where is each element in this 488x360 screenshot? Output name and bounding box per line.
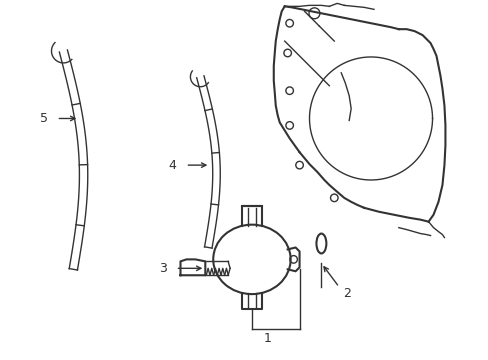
- Text: 4: 4: [168, 159, 176, 172]
- Text: 1: 1: [264, 332, 271, 345]
- Text: 3: 3: [159, 262, 166, 275]
- Text: 2: 2: [343, 287, 350, 300]
- Text: 5: 5: [40, 112, 47, 125]
